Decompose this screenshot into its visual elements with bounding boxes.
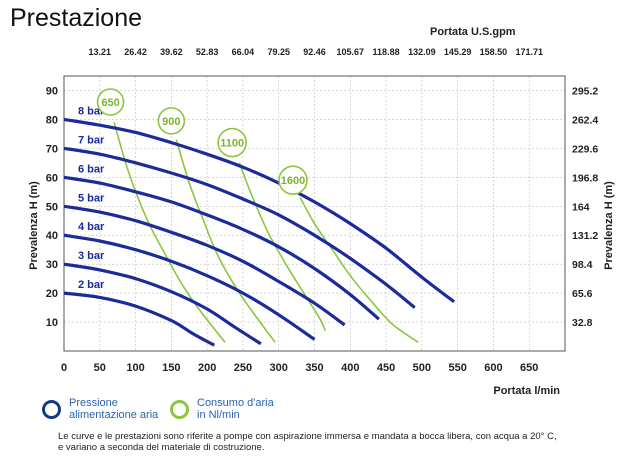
x-tick-label: 100 [126,362,144,374]
air-curve-650 [113,122,226,343]
top-tick-label: 66.04 [232,47,255,57]
top-tick-label: 92.46 [303,47,326,57]
y-axis-label: Prevalenza H (m) [28,181,40,270]
y-tick-label: 80 [46,114,58,126]
pressure-curve-6-bar [63,175,380,321]
pressure-label-3-bar: 3 bar [78,250,105,262]
top-tick-label: 105.67 [337,47,365,57]
top-tick-label: 26.42 [124,47,147,57]
right-tick-label: 131.2 [572,230,598,242]
right-tick-label: 196.8 [572,172,598,184]
y-tick-label: 40 [46,230,58,242]
x-tick-label: 500 [413,362,431,374]
top-tick-label: 171.71 [515,47,543,57]
x-tick-label: 250 [234,362,252,374]
air-bubble-650 [96,88,125,116]
right-tick-label: 164 [572,201,590,213]
air-bubble-1100 [217,127,247,158]
right-tick-label: 32.8 [572,317,593,329]
top-tick-label: 39.62 [160,47,183,57]
pressure-label-8-bar: 8 bar [78,105,105,117]
y-tick-label: 20 [46,288,58,300]
top-tick-label: 79.25 [267,47,290,57]
x-tick-label: 600 [484,362,502,374]
pressure-curve-8-bar [63,117,456,304]
y-tick-label: 60 [46,172,58,184]
air-ring-icon [170,400,189,419]
top-tick-label: 13.21 [89,47,112,57]
air-bubble-1600 [278,165,308,196]
top-tick-label: 158.50 [480,47,508,57]
pressure-curve-5-bar [63,204,346,327]
y-tick-label: 10 [46,317,58,329]
x-tick-label: 350 [305,362,323,374]
top-axis-title: Portata U.S.gpm [430,26,516,38]
pressure-label-2-bar: 2 bar [78,279,105,291]
legend-air-consumption: Consumo d'aria in Nl/min [170,397,274,421]
air-bubble-label-1100: 1100 [220,138,244,150]
air-bubble-900 [157,107,186,135]
x-tick-label: 450 [377,362,395,374]
y-tick-label: 50 [46,201,58,213]
top-tick-label: 132.09 [408,47,436,57]
legend-air-label: Consumo d'aria in Nl/min [197,397,274,421]
right-tick-label: 98.4 [572,259,593,271]
pressure-label-7-bar: 7 bar [78,134,105,146]
footnote: Le curve e le prestazioni sono riferite … [58,431,557,453]
pressure-curve-4-bar [63,233,316,341]
x-tick-label: 400 [341,362,359,374]
air-curve-900 [175,139,276,343]
air-bubble-label-650: 650 [101,97,119,109]
pressure-label-4-bar: 4 bar [78,221,105,233]
air-curve-1600 [299,197,419,343]
legend-pressure-label: Pressione alimentazione aria [69,397,159,421]
page-title: Prestazione [10,4,143,32]
x-axis-label: Portata l/min [493,385,560,397]
x-tick-label: 550 [448,362,466,374]
plot-frame [63,75,566,352]
x-tick-label: 50 [94,362,106,374]
top-tick-label: 52.83 [196,47,219,57]
air-bubble-label-1600: 1600 [281,175,305,187]
right-tick-label: 262.4 [572,114,598,126]
y-tick-label: 30 [46,259,58,271]
right-tick-label: 65.6 [572,288,593,300]
y-axis-label-right: Prevalenza H (m) [603,181,615,270]
pressure-label-6-bar: 6 bar [78,163,105,175]
x-tick-label: 0 [61,362,67,374]
pressure-curve-3-bar [63,262,262,346]
right-tick-label: 229.6 [572,143,598,155]
x-tick-label: 650 [520,362,538,374]
air-bubble-label-900: 900 [162,116,180,128]
right-tick-label: 295.2 [572,85,598,97]
y-tick-label: 90 [46,85,58,97]
air-curve-1100 [238,162,326,332]
pressure-ring-icon [42,400,61,419]
x-tick-label: 200 [198,362,216,374]
legend-pressure: Pressione alimentazione aria [42,397,158,421]
x-tick-label: 150 [162,362,180,374]
y-tick-label: 70 [46,143,58,155]
top-tick-label: 145.29 [444,47,472,57]
pressure-curve-7-bar [63,146,416,309]
pressure-label-5-bar: 5 bar [78,192,105,204]
top-tick-label: 118.88 [373,47,400,57]
pressure-curve-2-bar [63,291,216,347]
x-tick-label: 300 [270,362,288,374]
